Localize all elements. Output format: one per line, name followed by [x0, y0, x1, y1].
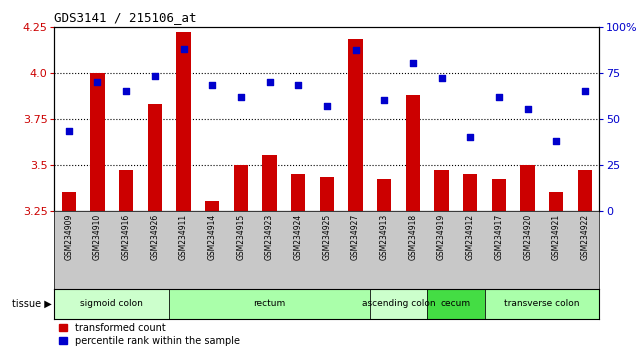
Point: [437, 75, 447, 81]
Text: transverse colon: transverse colon: [504, 299, 579, 308]
Point: [92, 79, 103, 85]
Point: [551, 138, 562, 143]
Bar: [234, 165, 248, 211]
Point: [265, 79, 275, 85]
Legend: transformed count, percentile rank within the sample: transformed count, percentile rank withi…: [60, 323, 240, 346]
Text: GSM234918: GSM234918: [408, 214, 417, 260]
Bar: [169, 289, 370, 319]
Text: GSM234922: GSM234922: [581, 214, 590, 260]
Bar: [320, 177, 334, 211]
Bar: [147, 104, 162, 211]
Text: GSM234915: GSM234915: [237, 214, 246, 260]
Text: ascending colon: ascending colon: [362, 299, 435, 308]
Point: [580, 88, 590, 94]
Text: GDS3141 / 215106_at: GDS3141 / 215106_at: [54, 11, 197, 24]
Point: [408, 61, 418, 66]
Bar: [205, 201, 219, 211]
Bar: [485, 289, 599, 319]
Bar: [578, 170, 592, 211]
Text: GSM234909: GSM234909: [64, 214, 73, 260]
Text: GSM234911: GSM234911: [179, 214, 188, 260]
Bar: [176, 32, 191, 211]
Point: [322, 103, 332, 109]
Text: GSM234914: GSM234914: [208, 214, 217, 260]
Text: GSM234917: GSM234917: [494, 214, 503, 260]
Bar: [520, 165, 535, 211]
Bar: [62, 192, 76, 211]
Point: [494, 94, 504, 99]
Text: GSM234910: GSM234910: [93, 214, 102, 260]
Bar: [549, 192, 563, 211]
Bar: [492, 179, 506, 211]
Point: [293, 82, 303, 88]
Text: sigmoid colon: sigmoid colon: [80, 299, 144, 308]
Bar: [370, 289, 428, 319]
Bar: [406, 95, 420, 211]
Point: [207, 82, 217, 88]
Text: rectum: rectum: [253, 299, 286, 308]
Bar: [291, 174, 305, 211]
Point: [465, 134, 476, 140]
Text: GSM234924: GSM234924: [294, 214, 303, 260]
Point: [379, 97, 389, 103]
Text: GSM234921: GSM234921: [552, 214, 561, 260]
Text: GSM234912: GSM234912: [466, 214, 475, 260]
Text: GSM234916: GSM234916: [122, 214, 131, 260]
Point: [63, 129, 74, 134]
Text: GSM234926: GSM234926: [151, 214, 160, 260]
Text: GSM234925: GSM234925: [322, 214, 331, 260]
Text: GSM234919: GSM234919: [437, 214, 446, 260]
Point: [236, 94, 246, 99]
Point: [178, 46, 188, 51]
Text: GSM234913: GSM234913: [379, 214, 388, 260]
Bar: [435, 170, 449, 211]
Point: [121, 88, 131, 94]
Text: GSM234927: GSM234927: [351, 214, 360, 260]
Bar: [349, 39, 363, 211]
Bar: [90, 73, 104, 211]
Bar: [119, 170, 133, 211]
Point: [150, 73, 160, 79]
Bar: [262, 155, 277, 211]
Bar: [377, 179, 392, 211]
Text: GSM234920: GSM234920: [523, 214, 532, 260]
Point: [351, 48, 361, 53]
Bar: [428, 289, 485, 319]
Text: tissue ▶: tissue ▶: [12, 298, 51, 309]
Text: cecum: cecum: [441, 299, 471, 308]
Bar: [54, 289, 169, 319]
Bar: [463, 174, 478, 211]
Point: [522, 107, 533, 112]
Text: GSM234923: GSM234923: [265, 214, 274, 260]
